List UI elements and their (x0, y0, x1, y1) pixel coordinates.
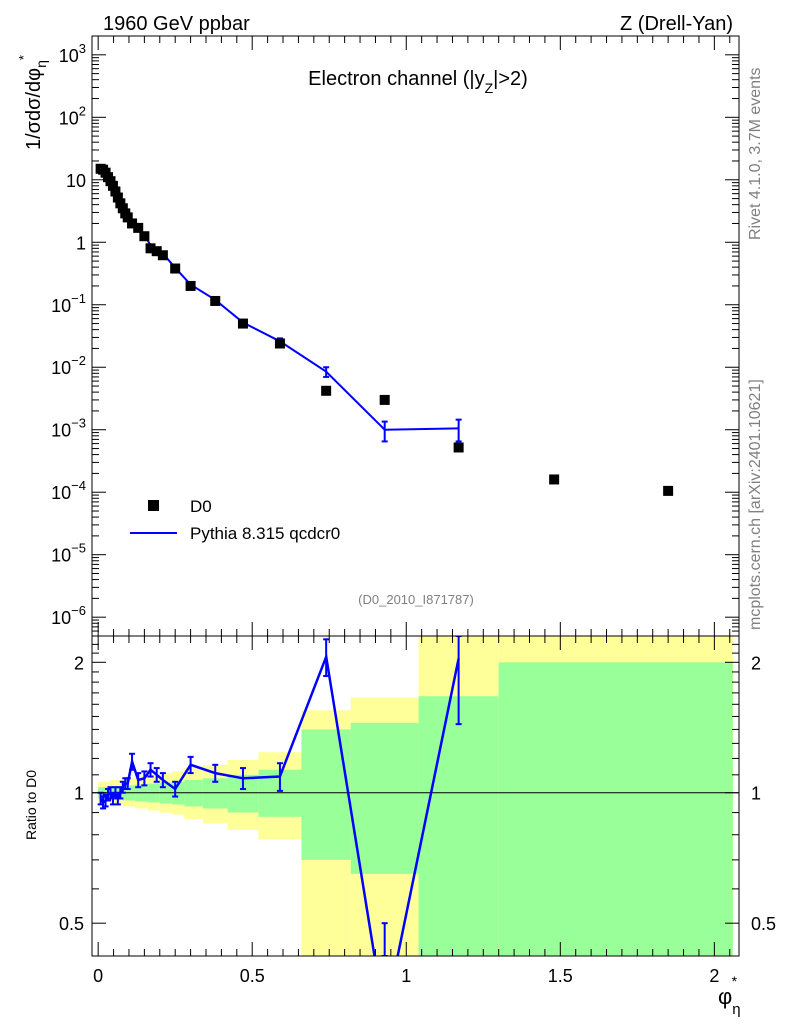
x-tick-label: 2 (709, 966, 719, 986)
y-tick-base: 10 (51, 608, 71, 628)
y-tick-base: 10 (51, 296, 71, 316)
y-tick-exp: −5 (71, 541, 86, 556)
legend-label-d0: D0 (190, 497, 212, 516)
uncertainty-band-inner (498, 662, 733, 956)
d0-data-point (107, 180, 118, 191)
d0-data-point (157, 250, 168, 261)
y-tick-label: 10−3 (51, 416, 86, 441)
ratio-plot-frame (91, 635, 740, 957)
d0-data-point (110, 186, 121, 197)
pythia-line (100, 168, 459, 431)
y-tick-exp: 3 (79, 41, 86, 56)
y-tick-exp: −4 (71, 478, 86, 493)
header-left: 1960 GeV ppbar (103, 13, 250, 35)
d0-data-point (133, 222, 144, 233)
d0-data-point (549, 474, 560, 485)
ratio-y-tick-label: 1 (74, 784, 84, 804)
y-tick-base: 10 (51, 483, 71, 503)
d0-data-point (170, 263, 181, 274)
d0-data-point (274, 338, 285, 349)
ratio-y-tick-label: 2 (74, 653, 84, 673)
d0-data-point (453, 442, 464, 453)
legend-marker-d0 (148, 500, 159, 511)
ratio-y-tick-label-right: 1 (751, 784, 761, 804)
rivet-version-label: Rivet 4.1.0, 3.7M events (747, 67, 764, 240)
d0-data-point (379, 394, 390, 405)
y-tick-label: 10−2 (51, 353, 86, 378)
y-tick-base: 10 (51, 358, 71, 378)
uncertainty-band-inner (418, 696, 499, 956)
ratio-plot-panel: 0 0.5 1 1.5 2 0.5 0.5 1 1 2 2 Ratio to D0 φη* (23, 635, 776, 1018)
main-plot-frame (91, 35, 740, 637)
y-axis-label: 1/σdσ/dφη* (16, 55, 49, 150)
uncertainty-band-inner (202, 778, 228, 809)
y-tick-base: 10 (51, 421, 71, 441)
legend-label-pythia: Pythia 8.315 qcdcr0 (190, 524, 340, 543)
y-tick-label: 103 (59, 41, 86, 66)
d0-data-point (185, 280, 196, 291)
y-tick-exp: 2 (79, 103, 86, 118)
y-tick-base: 10 (59, 46, 79, 66)
y-tick-label: 10−5 (51, 541, 86, 566)
x-tick-label: 1.5 (548, 966, 573, 986)
d0-data-point (139, 231, 150, 242)
mcplots-label: mcplots.cern.ch [arXiv:2401.10621] (747, 379, 764, 630)
y-tick-label: 1 (76, 233, 86, 253)
d0-data-point (663, 485, 674, 496)
x-tick-label: 0.5 (240, 966, 265, 986)
x-tick-label: 0 (93, 966, 103, 986)
y-tick-base: 1 (76, 233, 86, 253)
ratio-y-label: Ratio to D0 (23, 770, 39, 840)
d0-data-point (112, 192, 123, 203)
d0-data-point (122, 212, 133, 223)
header-right: Z (Drell-Yan) (620, 13, 733, 35)
ratio-y-tick-label: 0.5 (59, 914, 84, 934)
d0-data-point (145, 243, 156, 254)
d0-data-point (151, 246, 162, 257)
analysis-id: (D0_2010_I871787) (358, 592, 474, 607)
x-tick-label: 1 (401, 966, 411, 986)
y-tick-label: 10−4 (51, 478, 86, 503)
y-tick-label: 10−6 (51, 603, 86, 628)
uncertainty-band-inner (350, 722, 419, 874)
ratio-series-group (97, 636, 462, 956)
y-tick-exp: −1 (71, 291, 86, 306)
d0-data-point (210, 295, 221, 306)
d0-data-point (117, 203, 128, 214)
y-tick-label: 10−1 (51, 291, 86, 316)
y-tick-base: 10 (66, 171, 86, 191)
plot-title: Electron channel (|yZ|>2) (308, 68, 528, 96)
d0-data-point (321, 385, 332, 396)
y-tick-exp: −3 (71, 416, 86, 431)
ratio-y-tick-label-right: 0.5 (751, 914, 776, 934)
d0-data-point (127, 218, 138, 229)
y-tick-exp: −2 (71, 353, 86, 368)
x-axis-label: φη* (718, 973, 741, 1018)
uncertainty-band-inner (301, 729, 351, 860)
legend: D0 Pythia 8.315 qcdcr0 (130, 497, 340, 543)
y-tick-label: 10 (66, 171, 86, 191)
y-tick-exp: −6 (71, 603, 86, 618)
y-tick-base: 10 (59, 108, 79, 128)
d0-data-point (237, 318, 248, 329)
y-tick-base: 10 (51, 546, 71, 566)
y-tick-label: 102 (59, 103, 86, 128)
ratio-y-tick-label-right: 2 (751, 653, 761, 673)
